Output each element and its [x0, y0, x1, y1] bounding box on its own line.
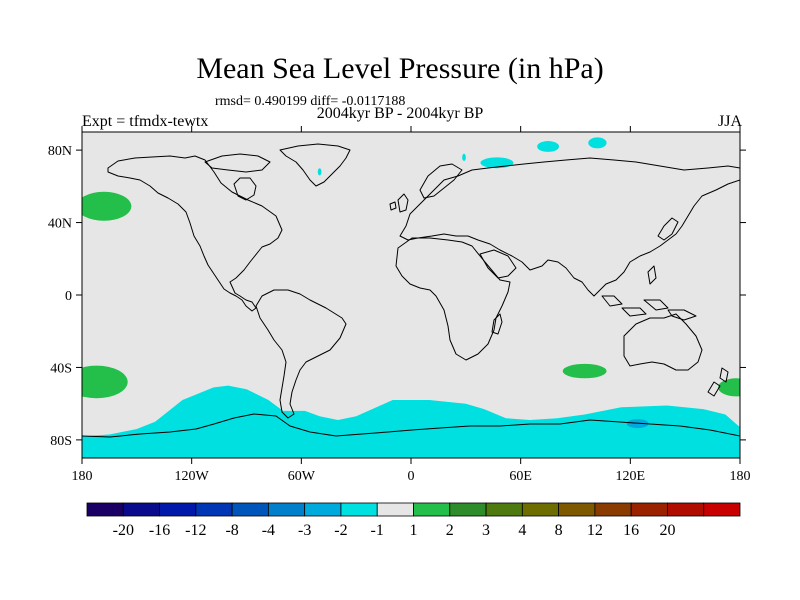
lat-tick-label: 0: [65, 289, 72, 304]
coastline-arabia: [479, 249, 517, 279]
anomaly-region-north-pacific-positive: [82, 191, 132, 221]
colorbar-label: 8: [555, 522, 563, 539]
colorbar-label: -8: [225, 522, 238, 539]
coastline-madagascar: [491, 313, 503, 335]
lon-tick-label: 0: [408, 469, 415, 484]
coastline-south-america: [255, 289, 347, 419]
colorbar-label: -20: [113, 522, 134, 539]
colorbar: -20 -16 -12 -8 -4 -3 -2 -1 1 2 3 4 8 12 16 20: [86, 502, 741, 539]
coastline-arctic-islands: [204, 153, 271, 173]
anomaly-region-south-pacific-east-positive: [718, 378, 740, 397]
colorbar-swatch: [413, 502, 451, 517]
colorbar-swatch: [376, 502, 414, 517]
colorbar-label: 12: [587, 522, 603, 539]
anomaly-region-antarctic-negative: [82, 385, 740, 458]
colorbar-swatch: [594, 502, 632, 517]
colorbar-label: 2: [446, 522, 454, 539]
lat-tick-label: 80N: [48, 144, 72, 159]
coastline-new-guinea: [667, 309, 697, 321]
coastline-eurasia: [399, 157, 740, 297]
anomaly-shading: [82, 137, 740, 458]
coastline-indonesia: [601, 265, 669, 317]
colorbar-swatch: [86, 502, 124, 517]
colorbar-label: -3: [298, 522, 311, 539]
colorbar-swatch: [485, 502, 523, 517]
anomaly-region-arctic-negative: [588, 137, 607, 149]
coastline-africa: [395, 237, 511, 361]
stats-subtitle: rmsd= 0.490199 diff= -0.0117188: [215, 94, 406, 109]
lon-tick-label: 180: [72, 469, 93, 484]
coastline-japan: [657, 217, 679, 241]
colorbar-swatch: [267, 502, 306, 517]
lon-tick-label: 120E: [616, 469, 646, 484]
lon-tick-label: 180: [730, 469, 751, 484]
anomaly-region-greenland-negative: [317, 168, 322, 176]
coastline-north-america: [107, 155, 283, 312]
colorbar-swatch: [122, 502, 160, 517]
experiment-label: Expt = tfmdx-tewtx: [82, 113, 209, 130]
season-label: JJA: [717, 113, 742, 130]
colorbar-swatch: [521, 502, 560, 517]
lat-tick-label: 40N: [48, 217, 72, 232]
colorbar-swatch: [304, 502, 342, 517]
anomaly-region-barents-negative: [480, 157, 514, 169]
period-label: 2004kyr BP - 2004kyr BP: [316, 105, 484, 122]
colorbar-label: 16: [623, 522, 639, 539]
coastline-australia: [623, 313, 703, 371]
coastline-new-zealand: [707, 367, 729, 397]
longitude-axis: 180 120W 60W 0 60E 120E 180: [72, 126, 751, 484]
coastline-british-isles: [389, 193, 409, 213]
anomaly-region-south-pacific-positive: [82, 365, 128, 399]
latitude-axis: 80N 40N 0 40S 80S: [48, 144, 746, 449]
coastline-hudson-bay: [233, 177, 257, 201]
colorbar-label: -16: [149, 522, 170, 539]
lat-tick-label: 80S: [50, 434, 72, 449]
colorbar-label: 4: [518, 522, 526, 539]
colorbar-swatch: [558, 502, 596, 517]
lat-tick-label: 40S: [50, 361, 72, 376]
lon-tick-label: 120W: [175, 469, 210, 484]
colorbar-swatch: [159, 502, 197, 517]
coastline-greenland: [279, 143, 351, 187]
colorbar-label: 3: [482, 522, 490, 539]
lon-tick-label: 60W: [288, 469, 316, 484]
lon-tick-label: 60E: [509, 469, 532, 484]
coastlines: [82, 143, 740, 438]
colorbar-swatch: [667, 502, 705, 517]
colorbar-label: -1: [371, 522, 384, 539]
anomaly-region-kara-negative: [537, 141, 560, 152]
colorbar-label: -4: [262, 522, 275, 539]
colorbar-label: 1: [410, 522, 418, 539]
colorbar-label: -12: [185, 522, 206, 539]
colorbar-swatch: [449, 502, 487, 517]
anomaly-region-south-indian-positive: [562, 363, 607, 379]
colorbar-swatch: [231, 502, 269, 517]
anomaly-region-svalbard-negative: [462, 153, 466, 161]
coastline-scandinavia: [419, 163, 463, 199]
coastline-antarctica: [82, 413, 740, 438]
colorbar-label: -2: [334, 522, 347, 539]
colorbar-label: 20: [659, 522, 675, 539]
colorbar-swatch: [630, 502, 668, 517]
chart-title: Mean Sea Level Pressure (in hPa): [196, 52, 604, 85]
colorbar-swatch: [340, 502, 378, 517]
colorbar-swatch: [195, 502, 233, 517]
colorbar-swatch: [703, 502, 741, 517]
